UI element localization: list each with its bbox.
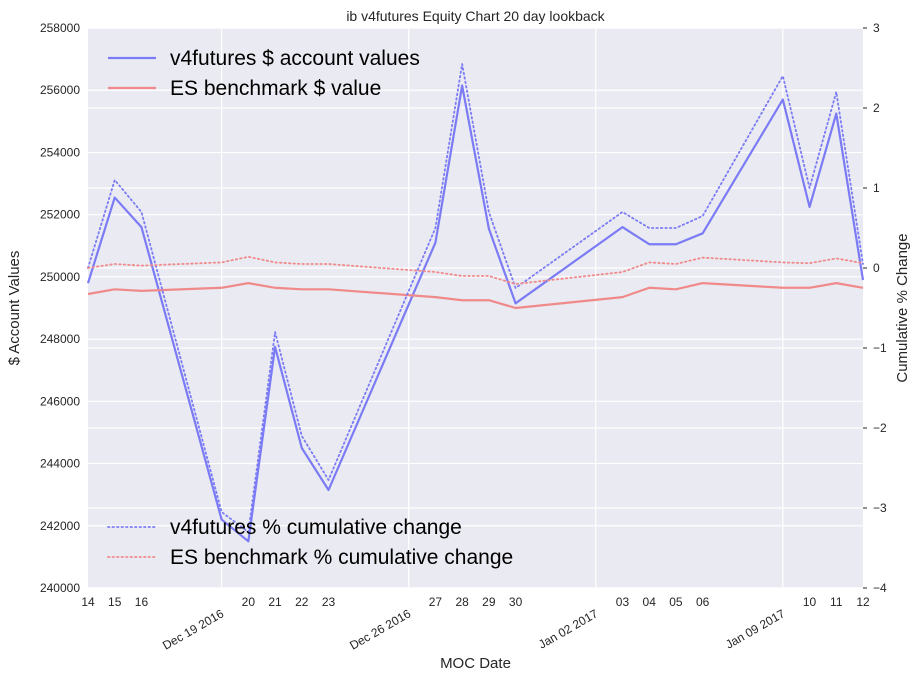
xtick-minor-label: 29 — [482, 595, 496, 609]
xtick-minor-label: 20 — [242, 595, 256, 609]
xtick-minor-label: 30 — [509, 595, 523, 609]
ytick-left-label: 258000 — [40, 21, 80, 35]
xtick-minor-label: 16 — [135, 595, 149, 609]
y-axis-label-left: $ Account Values — [6, 251, 23, 366]
ytick-left-label: 256000 — [40, 83, 80, 97]
xtick-minor-label: 14 — [81, 595, 95, 609]
ytick-left-label: 242000 — [40, 519, 80, 533]
xtick-minor-label: 10 — [803, 595, 817, 609]
legend-label: ES benchmark % cumulative change — [170, 546, 513, 569]
ytick-right-label: 3 — [873, 21, 880, 35]
ytick-left-label: 246000 — [40, 394, 80, 408]
xtick-minor-label: 05 — [669, 595, 683, 609]
xtick-major-label: Dec 26 2016 — [347, 606, 413, 652]
legend-lower: v4futures % cumulative change ES benchmar… — [107, 516, 513, 569]
legend-label: ES benchmark $ value — [170, 77, 381, 100]
ytick-right-label: 0 — [873, 261, 880, 275]
xtick-minor-label: 03 — [616, 595, 630, 609]
series-line-1 — [86, 84, 865, 543]
chart-title: ib v4futures Equity Chart 20 day lookbac… — [346, 8, 605, 24]
plot-background — [88, 28, 863, 588]
xtick-major-label: Jan 09 2017 — [723, 606, 787, 651]
ytick-right-label: 1 — [873, 181, 880, 195]
series-lines — [86, 63, 865, 543]
x-axis-label: MOC Date — [440, 655, 511, 672]
legend-upper: v4futures $ account values ES benchmark $… — [108, 47, 420, 100]
ytick-right-label: −1 — [873, 341, 887, 355]
xtick-minor-label: 23 — [322, 595, 336, 609]
ytick-right-label: −2 — [873, 421, 887, 435]
legend-label: v4futures % cumulative change — [170, 516, 462, 539]
series-line-4 — [87, 255, 864, 285]
ytick-right-label: 2 — [873, 101, 880, 115]
xtick-minor-label: 22 — [295, 595, 309, 609]
ytick-left-label: 240000 — [40, 581, 80, 595]
xtick-major-label: Jan 02 2017 — [536, 606, 600, 651]
ytick-left-label: 248000 — [40, 332, 80, 346]
xtick-minor-label: 06 — [696, 595, 710, 609]
ytick-left-label: 252000 — [40, 208, 80, 222]
xtick-minor-label: 11 — [830, 595, 843, 609]
xtick-minor-label: 12 — [856, 595, 870, 609]
ytick-left-label: 254000 — [40, 145, 80, 159]
ytick-left-label: 250000 — [40, 270, 80, 284]
ytick-right-label: −4 — [873, 581, 887, 595]
ytick-left-label: 244000 — [40, 457, 80, 471]
y-axis-label-right: Cumulative % Change — [894, 233, 911, 382]
xtick-minor-label: 15 — [108, 595, 122, 609]
grid-lines — [88, 27, 863, 589]
ytick-right-label: −3 — [873, 501, 887, 515]
xtick-minor-label: 27 — [429, 595, 443, 609]
series-line-3 — [87, 63, 864, 533]
xtick-minor-label: 28 — [455, 595, 469, 609]
xtick-minor-label: 04 — [643, 595, 657, 609]
legend-label: v4futures $ account values — [170, 47, 420, 70]
xtick-minor-label: 21 — [268, 595, 282, 609]
series-line-2 — [87, 282, 864, 310]
xtick-major-label: Dec 19 2016 — [160, 606, 226, 652]
